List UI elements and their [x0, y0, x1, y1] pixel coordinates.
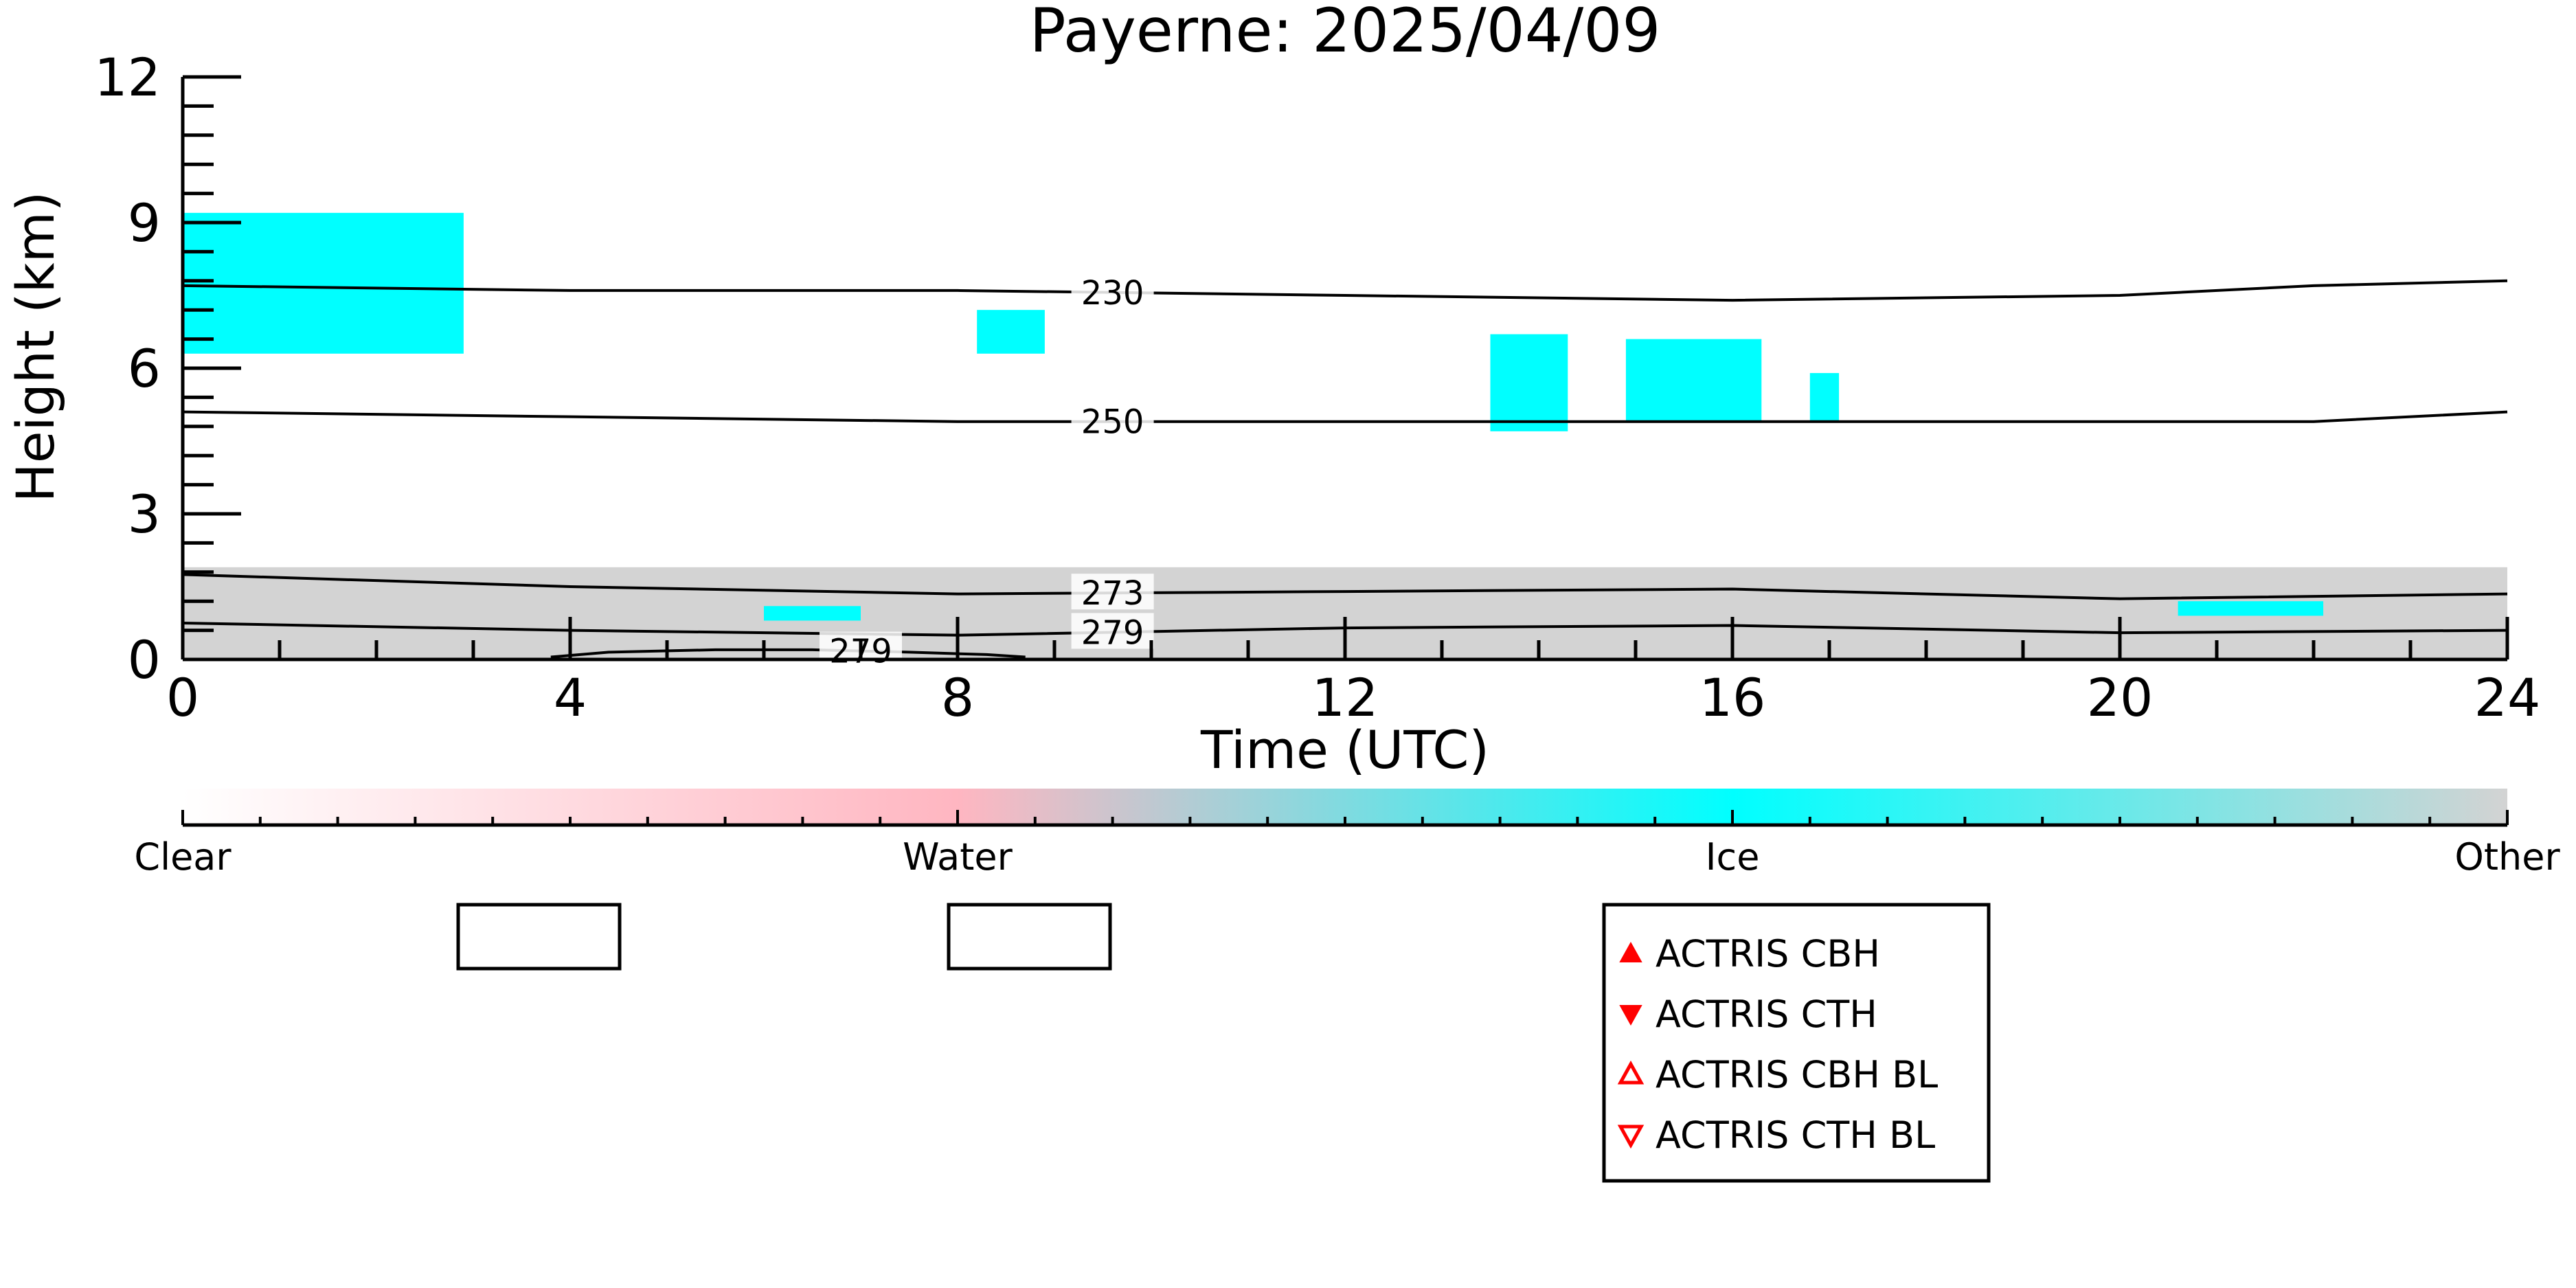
x-tick-label-4: 16 [1699, 667, 1766, 728]
contour-label-bg-2 [1071, 574, 1154, 610]
legend-marker-3 [1617, 1125, 1645, 1149]
colorbar-label-ice: Ice [1706, 835, 1760, 879]
x-tick-label-2: 8 [941, 667, 974, 728]
contour-line-0 [182, 279, 2508, 302]
contour-line-1 [182, 410, 2508, 423]
empty-legend-box-1 [456, 903, 622, 971]
legend-label-1: ACTRIS CTH [1656, 993, 1877, 1036]
colorbar-label-clear: Clear [134, 835, 231, 879]
x-tick-label-5: 20 [2087, 667, 2154, 728]
class-layer-ice-3 [1490, 334, 1568, 431]
contour-label-3: 279 [1081, 613, 1144, 652]
legend-marker-1 [1619, 1005, 1642, 1026]
x-tick-label-1: 4 [554, 667, 587, 728]
legend-label-2: ACTRIS CBH BL [1656, 1053, 1938, 1096]
class-layer-ice-4 [1625, 339, 1762, 422]
chart-title: Payerne: 2025/04/09 [1030, 0, 1661, 66]
x-axis-label: Time (UTC) [1200, 719, 1489, 780]
legend-label-3: ACTRIS CTH BL [1656, 1114, 1935, 1157]
colorbar: Clear Water Ice Other [134, 789, 2560, 879]
class-layer-ice-7 [2178, 601, 2324, 616]
contour-label-1: 250 [1081, 403, 1144, 442]
y-tick-label-0: 0 [128, 629, 161, 690]
y-tick-label-2: 6 [128, 338, 161, 399]
legend: ACTRIS CBH ACTRIS CTH ACTRIS CBH BL ACTRIS … [1602, 903, 1991, 1183]
x-tick-label-3: 12 [1312, 667, 1379, 728]
class-layer-ice-2 [977, 310, 1045, 354]
contour-label-0: 230 [1081, 274, 1144, 313]
colorbar-label-other: Other [2454, 835, 2560, 879]
y-axis-label: Height (km) [5, 192, 66, 503]
contour-label-bg-3 [1071, 613, 1154, 649]
contour-label-bg-0 [1071, 273, 1154, 309]
y-tick-label-4: 12 [94, 47, 161, 108]
x-tick-label-0: 0 [166, 667, 199, 728]
empty-legend-box-2 [947, 903, 1112, 971]
class-layer-ice-5 [1809, 373, 1840, 422]
legend-label-0: ACTRIS CBH [1656, 932, 1880, 975]
x-tick-label-6: 24 [2474, 667, 2541, 728]
legend-marker-0 [1619, 941, 1642, 962]
legend-frame [1602, 903, 1991, 1183]
contour-label-2: 273 [1081, 574, 1144, 613]
class-layer-ice-6 [764, 606, 861, 621]
contour-line-4 [550, 648, 1026, 659]
legend-marker-2 [1617, 1060, 1645, 1085]
class-layer-ice-1 [183, 212, 464, 354]
y-tick-label-1: 3 [128, 484, 161, 545]
contour-label-bg-1 [1071, 402, 1154, 438]
contour-line-2 [182, 573, 2508, 600]
y-tick-label-3: 9 [128, 192, 161, 253]
colorbar-label-water: Water [903, 835, 1013, 879]
axes: 0 3 6 9 12 0 4 8 12 16 20 24 [94, 47, 2540, 728]
